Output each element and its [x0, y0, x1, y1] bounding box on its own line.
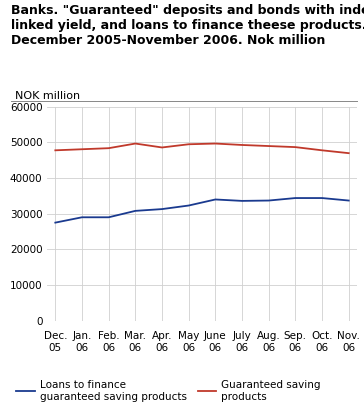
Text: Sep.: Sep.: [284, 331, 307, 341]
Text: Oct.: Oct.: [311, 331, 333, 341]
Text: 06: 06: [209, 343, 222, 353]
Text: 06: 06: [262, 343, 275, 353]
Text: Feb.: Feb.: [98, 331, 119, 341]
Guaranteed saving
products: [53, 148, 58, 153]
Loans to finance
guaranteed saving products: [80, 215, 84, 220]
Guaranteed saving
products: [347, 151, 351, 156]
Loans to finance
guaranteed saving products: [53, 220, 58, 225]
Text: June: June: [204, 331, 227, 341]
Guaranteed saving
products: [320, 148, 324, 153]
Guaranteed saving
products: [80, 147, 84, 152]
Text: 06: 06: [182, 343, 195, 353]
Loans to finance
guaranteed saving products: [186, 203, 191, 208]
Text: 06: 06: [129, 343, 142, 353]
Loans to finance
guaranteed saving products: [347, 198, 351, 203]
Text: Jan.: Jan.: [72, 331, 92, 341]
Text: 06: 06: [155, 343, 169, 353]
Loans to finance
guaranteed saving products: [266, 198, 271, 203]
Guaranteed saving
products: [213, 141, 218, 146]
Text: 06: 06: [75, 343, 88, 353]
Loans to finance
guaranteed saving products: [213, 197, 218, 202]
Loans to finance
guaranteed saving products: [240, 199, 244, 203]
Text: Nov.: Nov.: [337, 331, 360, 341]
Text: 06: 06: [102, 343, 115, 353]
Line: Loans to finance
guaranteed saving products: Loans to finance guaranteed saving produ…: [55, 198, 349, 223]
Text: NOK million: NOK million: [15, 91, 80, 101]
Guaranteed saving
products: [160, 145, 164, 150]
Guaranteed saving
products: [186, 142, 191, 147]
Loans to finance
guaranteed saving products: [133, 208, 138, 213]
Loans to finance
guaranteed saving products: [320, 196, 324, 201]
Text: Banks. "Guaranteed" deposits and bonds with index
linked yield, and loans to fin: Banks. "Guaranteed" deposits and bonds w…: [11, 4, 364, 47]
Legend: Loans to finance
guaranteed saving products, Guaranteed saving
products: Loans to finance guaranteed saving produ…: [16, 380, 321, 402]
Text: July: July: [233, 331, 252, 341]
Text: Mar.: Mar.: [124, 331, 146, 341]
Loans to finance
guaranteed saving products: [293, 196, 297, 201]
Line: Guaranteed saving
products: Guaranteed saving products: [55, 143, 349, 153]
Loans to finance
guaranteed saving products: [107, 215, 111, 220]
Text: 06: 06: [342, 343, 355, 353]
Text: 05: 05: [49, 343, 62, 353]
Guaranteed saving
products: [133, 141, 138, 146]
Text: Apr.: Apr.: [152, 331, 172, 341]
Text: Aug.: Aug.: [257, 331, 281, 341]
Text: May: May: [178, 331, 199, 341]
Text: 06: 06: [289, 343, 302, 353]
Text: 06: 06: [316, 343, 329, 353]
Guaranteed saving
products: [240, 143, 244, 148]
Loans to finance
guaranteed saving products: [160, 207, 164, 212]
Guaranteed saving
products: [266, 143, 271, 148]
Guaranteed saving
products: [107, 146, 111, 151]
Text: Dec.: Dec.: [44, 331, 67, 341]
Text: 06: 06: [236, 343, 249, 353]
Guaranteed saving
products: [293, 145, 297, 150]
